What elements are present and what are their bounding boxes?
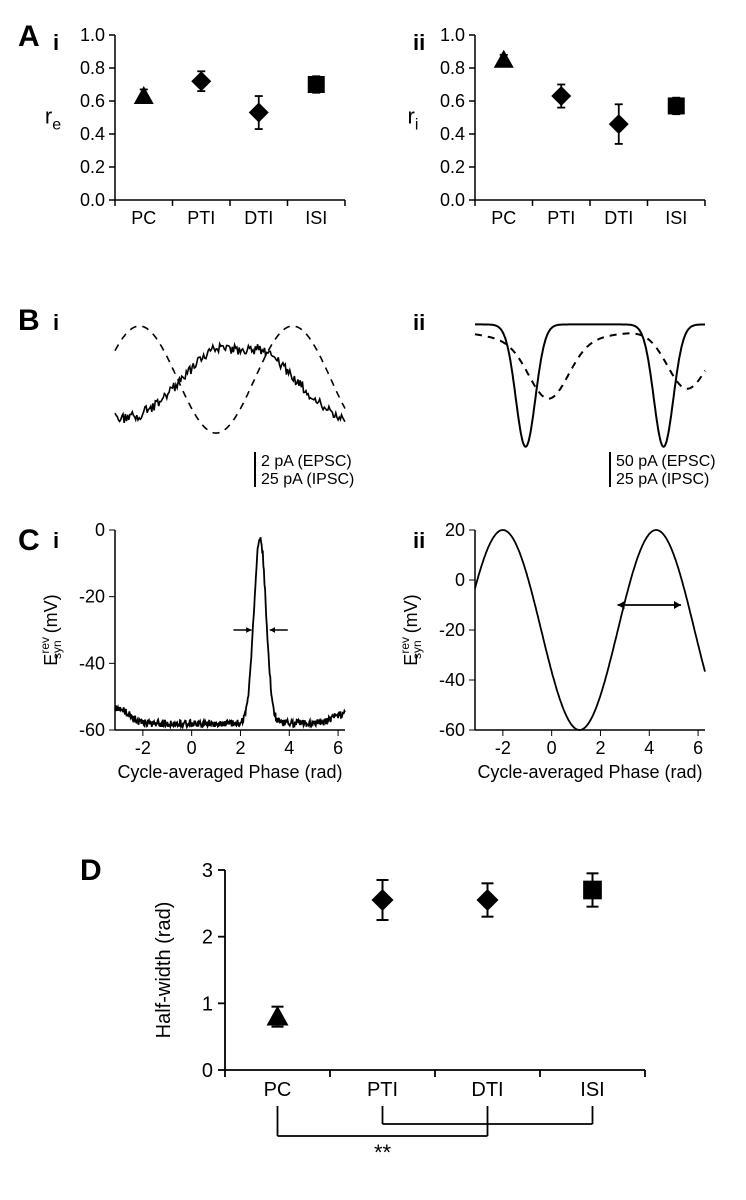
svg-text:Erevsyn (mV): Erevsyn (mV) [398,594,424,665]
svg-text:0.4: 0.4 [440,124,465,144]
svg-text:DTI: DTI [244,208,273,228]
svg-text:0.0: 0.0 [440,190,465,210]
svg-text:4: 4 [284,738,294,758]
svg-text:0.2: 0.2 [80,157,105,177]
svg-text:i: i [53,528,59,553]
svg-text:0.2: 0.2 [440,157,465,177]
svg-text:2: 2 [202,927,213,949]
svg-text:ii: ii [413,528,425,553]
svg-text:6: 6 [693,738,703,758]
svg-text:DTI: DTI [604,208,633,228]
svg-text:PC: PC [131,208,156,228]
svg-text:Erevsyn (mV): Erevsyn (mV) [38,594,64,665]
svg-text:PC: PC [491,208,516,228]
svg-canvas: A 0.0 0.2 0.4 0.6 0.8 1.0 PC PTI DTI ISI i re 0.0 0.2 0… [0,0,746,1200]
svg-text:0: 0 [95,520,105,540]
svg-text:0: 0 [202,1060,213,1082]
svg-text:ii: ii [413,30,425,55]
svg-text:0.6: 0.6 [80,91,105,111]
svg-text:2: 2 [235,738,245,758]
svg-text:ISI: ISI [665,208,687,228]
svg-text:3: 3 [202,860,213,882]
svg-text:C: C [18,524,40,557]
svg-text:-40: -40 [439,670,465,690]
svg-text:**: ** [374,1140,392,1165]
svg-text:50 pA (EPSC): 50 pA (EPSC) [616,453,716,470]
svg-text:A: A [18,20,40,53]
svg-text:-2: -2 [495,738,511,758]
svg-text:Cycle-averaged Phase (rad): Cycle-averaged Phase (rad) [477,762,702,782]
svg-text:D: D [80,854,102,887]
svg-text:4: 4 [644,738,654,758]
svg-text:-60: -60 [439,720,465,740]
svg-text:PTI: PTI [187,208,215,228]
svg-text:PTI: PTI [367,1079,398,1101]
svg-text:DTI: DTI [471,1079,503,1101]
svg-text:-2: -2 [135,738,151,758]
svg-text:B: B [18,304,40,337]
svg-text:0.8: 0.8 [80,58,105,78]
figure-root: A 0.0 0.2 0.4 0.6 0.8 1.0 PC PTI DTI ISI i re 0.0 0.2 0… [0,0,746,1200]
svg-text:0.8: 0.8 [440,58,465,78]
svg-text:re: re [45,104,61,134]
svg-text:1.0: 1.0 [440,25,465,45]
svg-text:Cycle-averaged Phase (rad): Cycle-averaged Phase (rad) [117,762,342,782]
svg-text:0: 0 [547,738,557,758]
svg-text:25 pA (IPSC): 25 pA (IPSC) [616,471,709,488]
svg-text:25 pA (IPSC): 25 pA (IPSC) [261,471,354,488]
svg-text:ii: ii [413,310,425,335]
svg-text:PTI: PTI [547,208,575,228]
svg-text:0.6: 0.6 [440,91,465,111]
svg-text:PC: PC [264,1079,292,1101]
svg-text:ISI: ISI [580,1079,604,1101]
svg-text:i: i [53,310,59,335]
svg-text:0.4: 0.4 [80,124,105,144]
svg-text:ISI: ISI [305,208,327,228]
svg-text:0: 0 [187,738,197,758]
svg-text:2: 2 [595,738,605,758]
svg-text:6: 6 [333,738,343,758]
svg-text:-20: -20 [439,620,465,640]
svg-text:20: 20 [445,520,465,540]
svg-text:Half-width (rad): Half-width (rad) [153,902,175,1039]
svg-text:-40: -40 [79,653,105,673]
svg-text:ri: ri [408,104,419,134]
svg-text:1: 1 [202,993,213,1015]
svg-text:2 pA (EPSC): 2 pA (EPSC) [261,453,352,470]
svg-text:i: i [53,30,59,55]
svg-text:1.0: 1.0 [80,25,105,45]
svg-text:0: 0 [455,570,465,590]
svg-text:0.0: 0.0 [80,190,105,210]
svg-text:-20: -20 [79,587,105,607]
svg-text:-60: -60 [79,720,105,740]
